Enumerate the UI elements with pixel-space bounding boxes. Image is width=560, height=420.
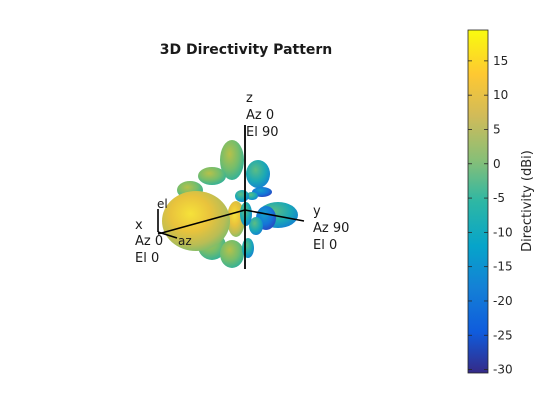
pattern-lobe xyxy=(246,160,270,188)
colorbar: 15 10 5 0 -5 -10 -15 -20 -25 -30 Directivity (dBi… xyxy=(467,29,535,377)
colorbar-tick-label: 15 xyxy=(493,54,508,68)
y-label: y xyxy=(313,204,321,219)
colorbar-gradient xyxy=(467,29,489,374)
el-label: el xyxy=(157,197,168,211)
colorbar-tick-label: -5 xyxy=(493,191,505,205)
z-label: z xyxy=(246,91,253,106)
axis-annotations: z Az 0 El 90 y Az 90 El 0 x Az 0 El 0 el… xyxy=(135,91,349,266)
pattern-lobe xyxy=(198,167,226,185)
pattern-lobe xyxy=(242,238,254,258)
pattern-lobe xyxy=(249,217,263,235)
az-label: az xyxy=(178,234,192,248)
main-lobe xyxy=(162,191,230,251)
x-axis xyxy=(157,209,246,235)
colorbar-tick-label: -25 xyxy=(493,328,513,342)
colorbar-tick-label: 5 xyxy=(493,122,501,136)
z-az-label: Az 0 xyxy=(246,108,274,123)
y-az-label: Az 90 xyxy=(313,221,349,236)
z-el-label: El 90 xyxy=(246,125,279,140)
pattern-lobe xyxy=(220,240,244,268)
pattern-lobe xyxy=(235,190,249,202)
colorbar-tick-label: 10 xyxy=(493,88,508,102)
directivity-pattern xyxy=(162,140,298,268)
y-el-label: El 0 xyxy=(313,238,337,253)
colorbar-label: Directivity (dBi) xyxy=(520,150,535,252)
pattern-lobe xyxy=(220,140,244,180)
y-axis xyxy=(244,209,305,222)
x-az-label: Az 0 xyxy=(135,234,163,249)
pattern-lobe xyxy=(240,202,252,226)
colorbar-tick-label: -15 xyxy=(493,260,513,274)
colorbar-tick-label: 0 xyxy=(493,157,501,171)
triad-az xyxy=(157,231,178,239)
chart-title: 3D Directivity Pattern xyxy=(160,42,333,58)
colorbar-tick-label: -30 xyxy=(493,363,513,377)
x-label: x xyxy=(135,218,143,233)
colorbar-tick-label: -20 xyxy=(493,294,513,308)
axes-3d xyxy=(157,125,305,269)
colorbar-ticks: 15 10 5 0 -5 -10 -15 -20 -25 -30 xyxy=(468,54,513,377)
colorbar-tick-label: -10 xyxy=(493,225,513,239)
x-el-label: El 0 xyxy=(135,251,159,266)
pattern-lobe xyxy=(246,192,258,200)
